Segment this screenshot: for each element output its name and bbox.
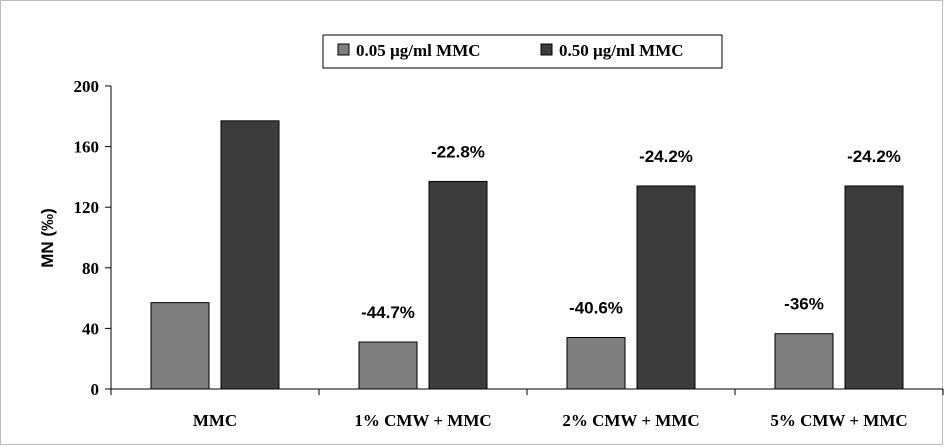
bar-series-0-0 xyxy=(150,302,210,390)
bar-series-1-2 xyxy=(636,185,696,390)
data-label: -24.2% xyxy=(639,147,693,166)
y-ticks: 0 40 80 120 160 200 xyxy=(74,77,111,399)
y-tick-label: 160 xyxy=(74,138,100,157)
data-label: -22.8% xyxy=(431,142,485,161)
category-label: MMC xyxy=(193,411,237,430)
bar-series-0-3 xyxy=(774,333,834,390)
y-tick-label: 120 xyxy=(74,198,100,217)
legend: 0.05 µg/ml MMC 0.50 µg/ml MMC xyxy=(322,34,723,69)
legend-swatch-1 xyxy=(540,43,553,56)
data-label: -24.2% xyxy=(847,147,901,166)
bar-series-0-2 xyxy=(566,336,626,390)
bar-series-1-1 xyxy=(428,180,488,390)
category-label: 5% CMW + MMC xyxy=(770,411,907,430)
data-label: -36% xyxy=(784,295,824,314)
category-label: 2% CMW + MMC xyxy=(562,411,699,430)
category-labels: MMC 1% CMW + MMC 2% CMW + MMC 5% CMW + MMC xyxy=(193,411,908,430)
data-label: -44.7% xyxy=(361,303,415,322)
category-label: 1% CMW + MMC xyxy=(354,411,491,430)
y-axis-label: MN (‰) xyxy=(38,208,57,267)
annotations: -44.7% -22.8% -40.6% -24.2% -36% -24.2% xyxy=(361,142,901,322)
bar-series-1-3 xyxy=(844,185,904,390)
x-ticks xyxy=(110,389,944,395)
data-label: -40.6% xyxy=(569,298,623,317)
legend-swatch-0 xyxy=(337,43,350,56)
y-tick-label: 40 xyxy=(82,319,99,338)
y-tick-label: 80 xyxy=(82,259,99,278)
legend-box xyxy=(322,34,723,69)
legend-label-1: 0.50 µg/ml MMC xyxy=(559,41,684,60)
legend-label-0: 0.05 µg/ml MMC xyxy=(356,41,481,60)
bars xyxy=(150,120,904,390)
y-tick-label: 0 xyxy=(91,380,100,399)
y-tick-label: 200 xyxy=(74,77,100,96)
bar-series-0-1 xyxy=(358,341,418,390)
bar-series-1-0 xyxy=(220,120,280,390)
